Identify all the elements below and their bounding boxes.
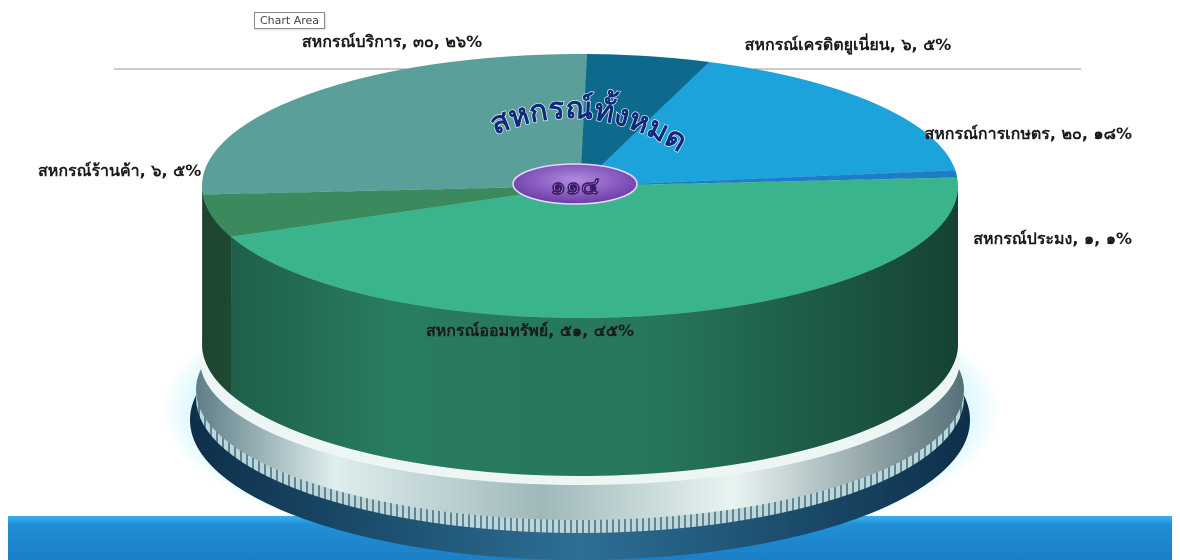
pie-slice[interactable]	[580, 170, 958, 186]
data-label: สหกรณ์ประมง, ๑, ๑%	[973, 229, 1132, 248]
pie-slice[interactable]	[202, 186, 580, 237]
data-label: สหกรณ์ออมทรัพย์, ๕๑, ๔๕%	[426, 321, 634, 340]
data-label: สหกรณ์บริการ, ๓๐, ๒๖%	[302, 32, 482, 51]
slice-labels: สหกรณ์การเกษตร, ๒๐, ๑๘% สหกรณ์ประมง, ๑, ๑…	[38, 32, 1132, 340]
chart-area-tooltip: Chart Area	[254, 12, 326, 29]
data-label: สหกรณ์การเกษตร, ๒๐, ๑๘%	[924, 124, 1132, 143]
data-label: สหกรณ์เครดิตยูเนี่ยน, ๖, ๕%	[745, 33, 952, 56]
pie-slice[interactable]	[202, 53, 587, 195]
center-total-pill	[512, 163, 638, 205]
center-total: ๑๑๔	[551, 172, 600, 200]
data-label: สหกรณ์ร้านค้า, ๖, ๕%	[38, 161, 201, 180]
slice-tops	[202, 53, 958, 318]
pie-slice[interactable]	[231, 177, 958, 318]
pie-slice[interactable]	[580, 54, 710, 186]
pie-slice[interactable]	[580, 61, 956, 187]
